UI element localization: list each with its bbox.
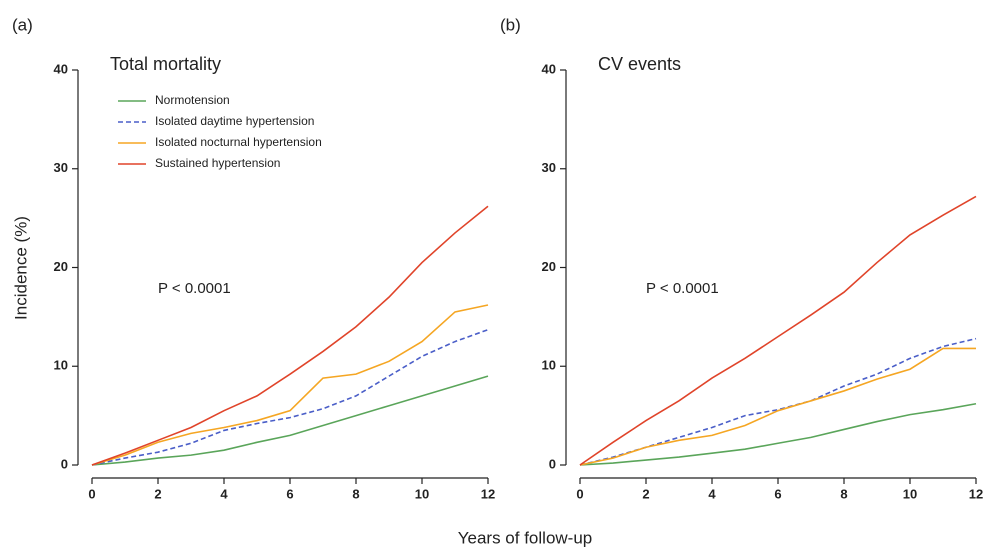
x-tick-label: 6 bbox=[774, 486, 781, 501]
x-tick-label: 10 bbox=[903, 486, 917, 501]
legend-label: Sustained hypertension bbox=[155, 156, 280, 170]
x-tick-label: 0 bbox=[88, 486, 95, 501]
panel-label: (b) bbox=[500, 15, 521, 34]
x-tick-label: 6 bbox=[286, 486, 293, 501]
x-tick-label: 10 bbox=[415, 486, 429, 501]
y-tick-label: 40 bbox=[542, 61, 556, 76]
y-tick-label: 30 bbox=[542, 160, 556, 175]
x-tick-label: 8 bbox=[840, 486, 847, 501]
y-tick-label: 10 bbox=[54, 358, 68, 373]
x-tick-label: 8 bbox=[352, 486, 359, 501]
y-axis-label: Incidence (%) bbox=[11, 216, 30, 320]
chart-title: CV events bbox=[598, 54, 681, 74]
data-line bbox=[91, 304, 489, 466]
x-tick-label: 12 bbox=[969, 486, 983, 501]
x-axis-label: Years of follow-up bbox=[458, 528, 593, 547]
annotation: P < 0.0001 bbox=[158, 280, 231, 297]
data-line bbox=[579, 337, 977, 466]
data-line bbox=[579, 347, 976, 466]
y-tick-label: 10 bbox=[542, 358, 556, 373]
data-line bbox=[579, 195, 977, 466]
data-line bbox=[91, 328, 489, 466]
y-tick-label: 40 bbox=[54, 61, 68, 76]
data-line bbox=[91, 205, 489, 466]
annotation: P < 0.0001 bbox=[646, 280, 719, 297]
chart-title: Total mortality bbox=[110, 54, 221, 74]
y-tick-label: 30 bbox=[54, 160, 68, 175]
y-tick-label: 20 bbox=[54, 259, 68, 274]
x-tick-label: 4 bbox=[220, 486, 228, 501]
x-tick-label: 2 bbox=[642, 486, 649, 501]
x-tick-label: 2 bbox=[154, 486, 161, 501]
y-tick-label: 0 bbox=[549, 456, 556, 471]
legend-label: Isolated daytime hypertension bbox=[155, 114, 314, 128]
panel-label: (a) bbox=[12, 15, 33, 34]
y-tick-label: 20 bbox=[542, 259, 556, 274]
x-tick-label: 4 bbox=[708, 486, 716, 501]
x-tick-label: 12 bbox=[481, 486, 495, 501]
legend-label: Isolated nocturnal hypertension bbox=[155, 135, 322, 149]
data-line bbox=[579, 402, 977, 466]
data-line bbox=[91, 375, 489, 466]
x-tick-label: 0 bbox=[576, 486, 583, 501]
y-tick-label: 0 bbox=[61, 456, 68, 471]
legend-label: Normotension bbox=[155, 93, 230, 107]
